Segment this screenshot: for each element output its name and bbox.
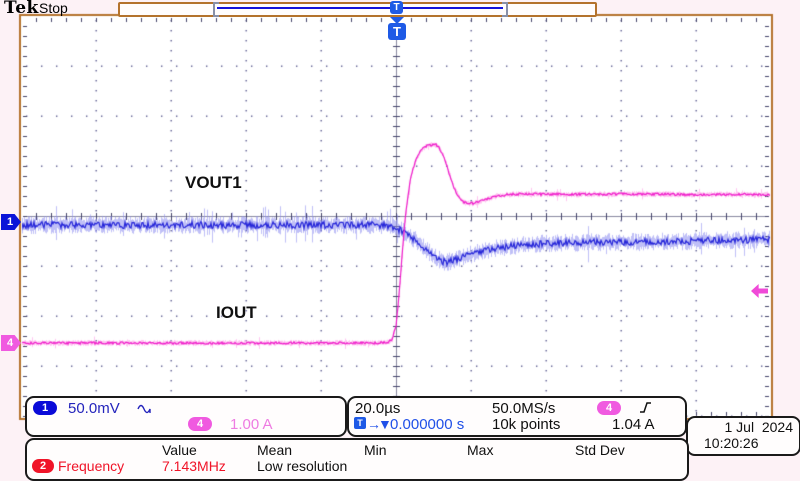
ch4-badge[interactable]: 4 [188, 417, 212, 431]
ch1-badge[interactable]: 1 [33, 401, 57, 415]
meas-name[interactable]: Frequency [58, 458, 125, 474]
ch1-coupling-icon [137, 404, 151, 414]
datetime-box: 1 Jul 2024 10:20:26 [686, 416, 800, 456]
ch4-position-marker[interactable]: 4 [1, 335, 21, 351]
col-header-min: Min [364, 442, 387, 458]
ch4-scale[interactable]: 1.00 A [230, 416, 273, 433]
record-view-window-line [217, 7, 503, 9]
ch1-position-marker[interactable]: 1 [1, 214, 21, 230]
trigger-source-badge[interactable]: 4 [597, 401, 621, 415]
time-text: 10:20:26 [704, 435, 759, 451]
ch1-scale[interactable]: 50.0mV [68, 400, 120, 417]
sample-rate: 50.0MS/s [492, 400, 556, 417]
measurements-box: Value Mean Min Max Std Dev 2 Frequency 7… [25, 438, 689, 481]
record-window-left-bracket[interactable] [213, 2, 219, 17]
meas-mean: Low resolution [257, 458, 348, 474]
col-header-max: Max [467, 442, 494, 458]
rising-edge-icon [640, 402, 651, 413]
trigger-arrow-icon: → [367, 416, 381, 432]
date-text: 1 Jul 2024 [724, 419, 794, 435]
trigger-time-icon: T [354, 417, 366, 429]
trigger-time[interactable]: 0.000000 s [390, 416, 465, 433]
trigger-position-flag[interactable]: T [388, 23, 406, 40]
trigger-level[interactable]: 1.04 A [612, 416, 655, 433]
col-header-value: Value [162, 442, 197, 458]
record-length: 10k points [492, 416, 561, 433]
acquisition-status: Stop [39, 0, 68, 16]
tek-logo: Tek [4, 0, 39, 18]
trigger-position-arrow-icon [390, 17, 404, 24]
iout-label: IOUT [216, 303, 257, 322]
col-header-stddev: Std Dev [575, 442, 625, 458]
record-trigger-marker[interactable]: T [390, 1, 403, 14]
record-view-bar [118, 2, 597, 17]
meas-badge[interactable]: 2 [32, 459, 54, 473]
col-header-mean: Mean [257, 442, 293, 458]
record-window-right-bracket[interactable] [502, 2, 508, 17]
meas-value: 7.143MHz [162, 458, 226, 474]
horizontal-trigger-box: 20.0µs 50.0MS/s 4 T → ▼ 0.000000 s 10k p… [347, 396, 687, 437]
trigger-pos-arrow-icon: ▼ [378, 416, 392, 432]
vout1-label: VOUT1 [185, 173, 242, 192]
time-per-div[interactable]: 20.0µs [355, 400, 401, 417]
channel-readout-box: 1 50.0mV 4 1.00 A [25, 396, 347, 437]
